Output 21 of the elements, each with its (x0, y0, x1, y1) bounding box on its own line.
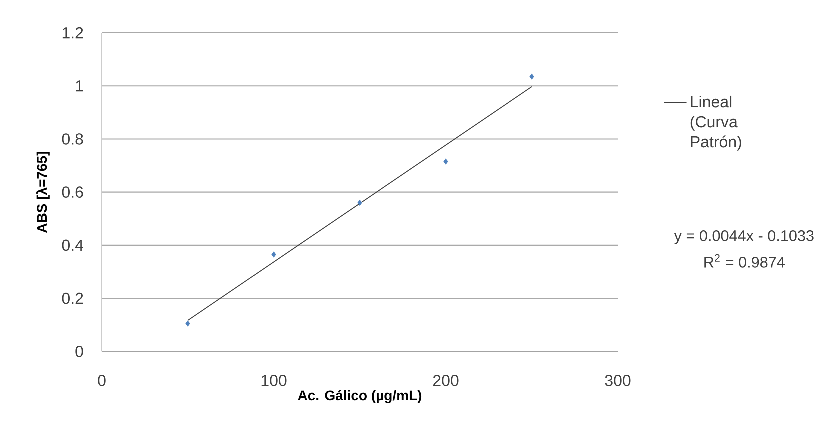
y-axis-title: ABS [λ=765] (36, 152, 50, 234)
x-axis-title: Ac. Gálico (µg/mL) (298, 390, 422, 404)
point (186, 320, 190, 327)
y-tick-label: 0.6 (62, 186, 84, 198)
legend-label: Lineal (Curva Patrón) (690, 96, 742, 151)
y-tick-label: 1 (76, 80, 84, 92)
point (358, 200, 362, 206)
y-tick-label: 1.2 (62, 27, 84, 39)
x-tick-label: 200 (433, 375, 459, 386)
y-tick-label: 0.8 (62, 134, 84, 145)
x-tick-label: 0 (98, 375, 106, 386)
point (530, 74, 534, 80)
y-tick-label: 0.2 (62, 292, 84, 304)
point (272, 252, 276, 258)
x-tick-label: 300 (605, 375, 631, 386)
text: R$^{2}$ = 0.9874 (704, 254, 785, 268)
y-tick-label: 0.4 (62, 240, 84, 252)
point (444, 158, 448, 165)
text: y = 0.0044x - 0.1033 (674, 230, 814, 244)
x-tick-label: 100 (262, 375, 287, 386)
y-tick-label: 0 (76, 346, 84, 358)
